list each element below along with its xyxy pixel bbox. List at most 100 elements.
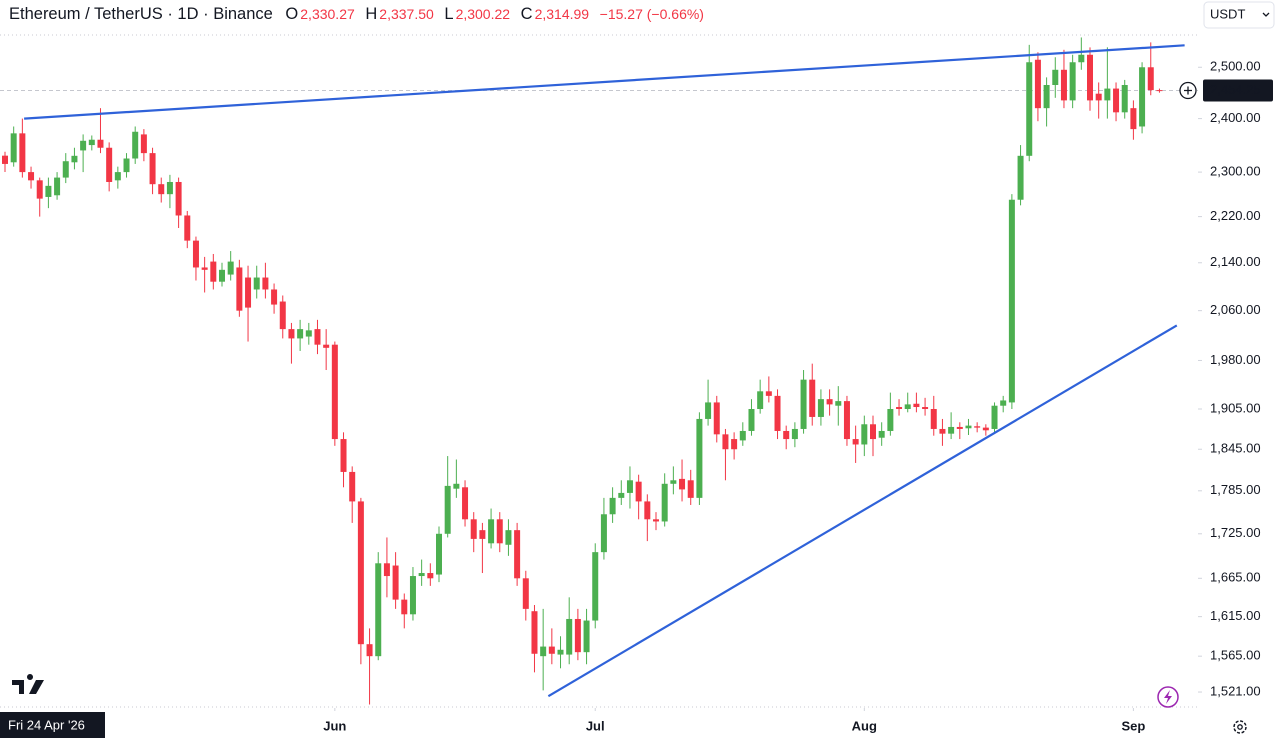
candle-body	[635, 481, 642, 502]
candle-body	[835, 401, 842, 406]
candle-body	[1000, 400, 1007, 406]
candle-body	[192, 240, 199, 268]
candle-body	[10, 133, 17, 163]
candle-body	[1034, 59, 1041, 109]
candle-body	[479, 530, 486, 539]
candle-body	[245, 277, 252, 308]
logo[interactable]	[12, 673, 44, 694]
y-tick-label: 1,665.00	[1210, 570, 1261, 585]
candle-body	[809, 379, 816, 417]
y-tick-label: 2,400.00	[1210, 110, 1261, 125]
candle-body	[201, 267, 208, 270]
candle-body	[219, 269, 225, 282]
candle-body	[887, 409, 894, 431]
icon-bolt[interactable]	[1164, 690, 1172, 704]
plus-sign[interactable]	[1184, 86, 1192, 95]
trend-line	[24, 44, 1185, 120]
currency-label[interactable]: USDT	[1210, 6, 1245, 21]
candle-body	[1156, 90, 1163, 92]
candle-body	[392, 565, 399, 600]
candle-body	[418, 573, 425, 577]
candle-body	[870, 424, 876, 440]
candle-body	[496, 519, 503, 544]
candle-body	[826, 399, 833, 405]
candle-body	[896, 407, 903, 410]
candle-body	[1026, 62, 1033, 156]
candle-body	[705, 402, 712, 419]
last-price-label: 2,454.25	[1210, 82, 1261, 97]
candle-body	[739, 430, 746, 441]
candle-body	[1043, 84, 1050, 109]
ohlc-value: 2,330.27	[300, 6, 355, 22]
x-tick-label: Sep	[1121, 718, 1145, 733]
candle-body	[982, 427, 989, 431]
candle-body	[62, 161, 69, 178]
chart-title: Ethereum / TetherUS · 1D · Binance	[9, 5, 273, 23]
candle-body	[349, 471, 356, 502]
candle-body	[375, 563, 382, 657]
candle-body	[453, 483, 460, 489]
candle-body	[592, 552, 599, 621]
add-alert-button[interactable]	[1179, 81, 1197, 100]
candle-body	[383, 563, 390, 577]
candle-body	[861, 424, 868, 445]
candle-body	[956, 426, 963, 429]
candle-body	[114, 172, 121, 181]
crosshair-label: Fri 24 Apr '26	[8, 717, 85, 732]
candle-body	[210, 261, 217, 282]
candle-body	[323, 344, 330, 348]
ohlc-key: O	[285, 5, 298, 23]
candle-body	[1008, 199, 1015, 403]
candle-body	[904, 404, 911, 410]
candle-body	[514, 530, 521, 579]
currency-box[interactable]	[1203, 1, 1275, 29]
x-tick-label: Jul	[586, 718, 605, 733]
currency-selector[interactable]: USDT	[1203, 1, 1275, 29]
candle-body	[965, 425, 972, 429]
icon-ring[interactable]	[1157, 686, 1179, 708]
candle-body	[488, 519, 495, 544]
gear-ring[interactable]	[1233, 720, 1247, 734]
candle-body	[626, 480, 633, 493]
candle-body	[158, 184, 165, 195]
candle-body	[175, 181, 182, 216]
candle-body	[757, 391, 764, 410]
y-tick-label: 2,140.00	[1210, 254, 1261, 269]
x-tick-label: Jun	[323, 718, 346, 733]
settings-icon[interactable]	[1233, 720, 1247, 734]
candle-body	[106, 147, 113, 182]
candle-body	[731, 439, 738, 450]
alert-icon[interactable]	[1157, 686, 1179, 708]
candle-body	[939, 428, 946, 434]
candle-layer	[2, 37, 1163, 705]
candle-body	[531, 611, 538, 654]
candle-body	[722, 434, 729, 450]
candle-body	[566, 618, 573, 655]
candle-body	[540, 646, 547, 657]
candle-body	[19, 133, 26, 173]
candle-body	[132, 131, 139, 159]
candle-body	[36, 180, 43, 199]
candle-body	[600, 514, 607, 553]
candle-body	[97, 139, 104, 148]
ohlc-value: 2,314.99	[535, 6, 590, 22]
header: Ethereum / TetherUS · 1D · Binance O 2,33…	[9, 5, 704, 23]
chevron[interactable]	[1262, 12, 1270, 17]
candle-body	[71, 155, 78, 163]
candle-body	[548, 646, 555, 654]
candle-body	[557, 649, 564, 655]
candle-body	[748, 409, 755, 431]
candle-body	[1104, 88, 1111, 101]
candle-body	[401, 599, 408, 615]
gear-hub[interactable]	[1237, 724, 1243, 730]
candle-body	[166, 181, 173, 195]
candle-body	[88, 139, 95, 146]
candle-body	[305, 330, 312, 337]
candle-body	[184, 215, 191, 241]
candle-body	[470, 519, 477, 539]
candle-body	[696, 418, 703, 498]
candle-body	[913, 403, 920, 408]
ohlc-key: L	[444, 5, 453, 23]
candle-body	[444, 485, 451, 534]
